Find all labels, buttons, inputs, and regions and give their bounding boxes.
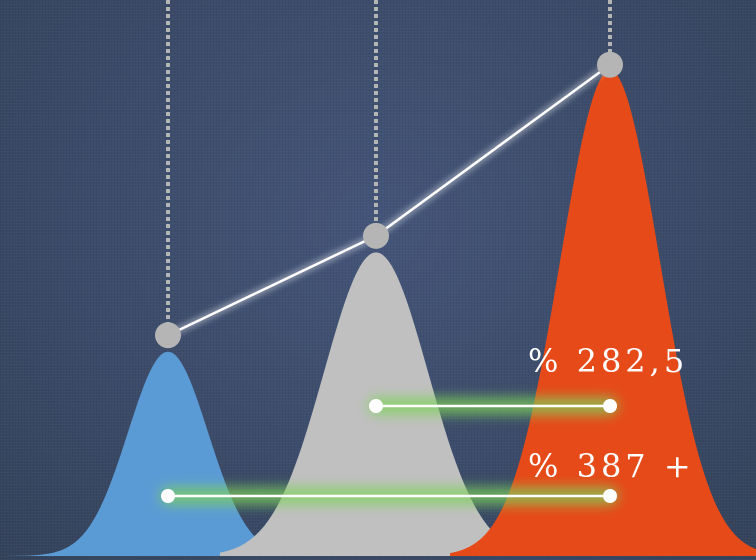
trend-marker-2 <box>363 222 389 249</box>
comparison-label-2: % 387 + <box>528 447 695 485</box>
comparison-end-dot-2 <box>603 489 617 503</box>
trend-marker-1 <box>155 322 181 349</box>
trend-marker-3 <box>597 51 623 78</box>
comparison-label-1: % 282,5 <box>528 342 688 380</box>
comparison-start-dot-1 <box>369 399 383 413</box>
comparison-start-dot-2 <box>161 489 175 503</box>
distribution-curve-3 <box>450 70 756 556</box>
comparison-end-dot-1 <box>603 399 617 413</box>
comparison-layer <box>160 397 618 505</box>
trend-layer <box>155 51 623 349</box>
distribution-curve-1 <box>8 351 330 556</box>
guides-layer <box>166 0 612 336</box>
